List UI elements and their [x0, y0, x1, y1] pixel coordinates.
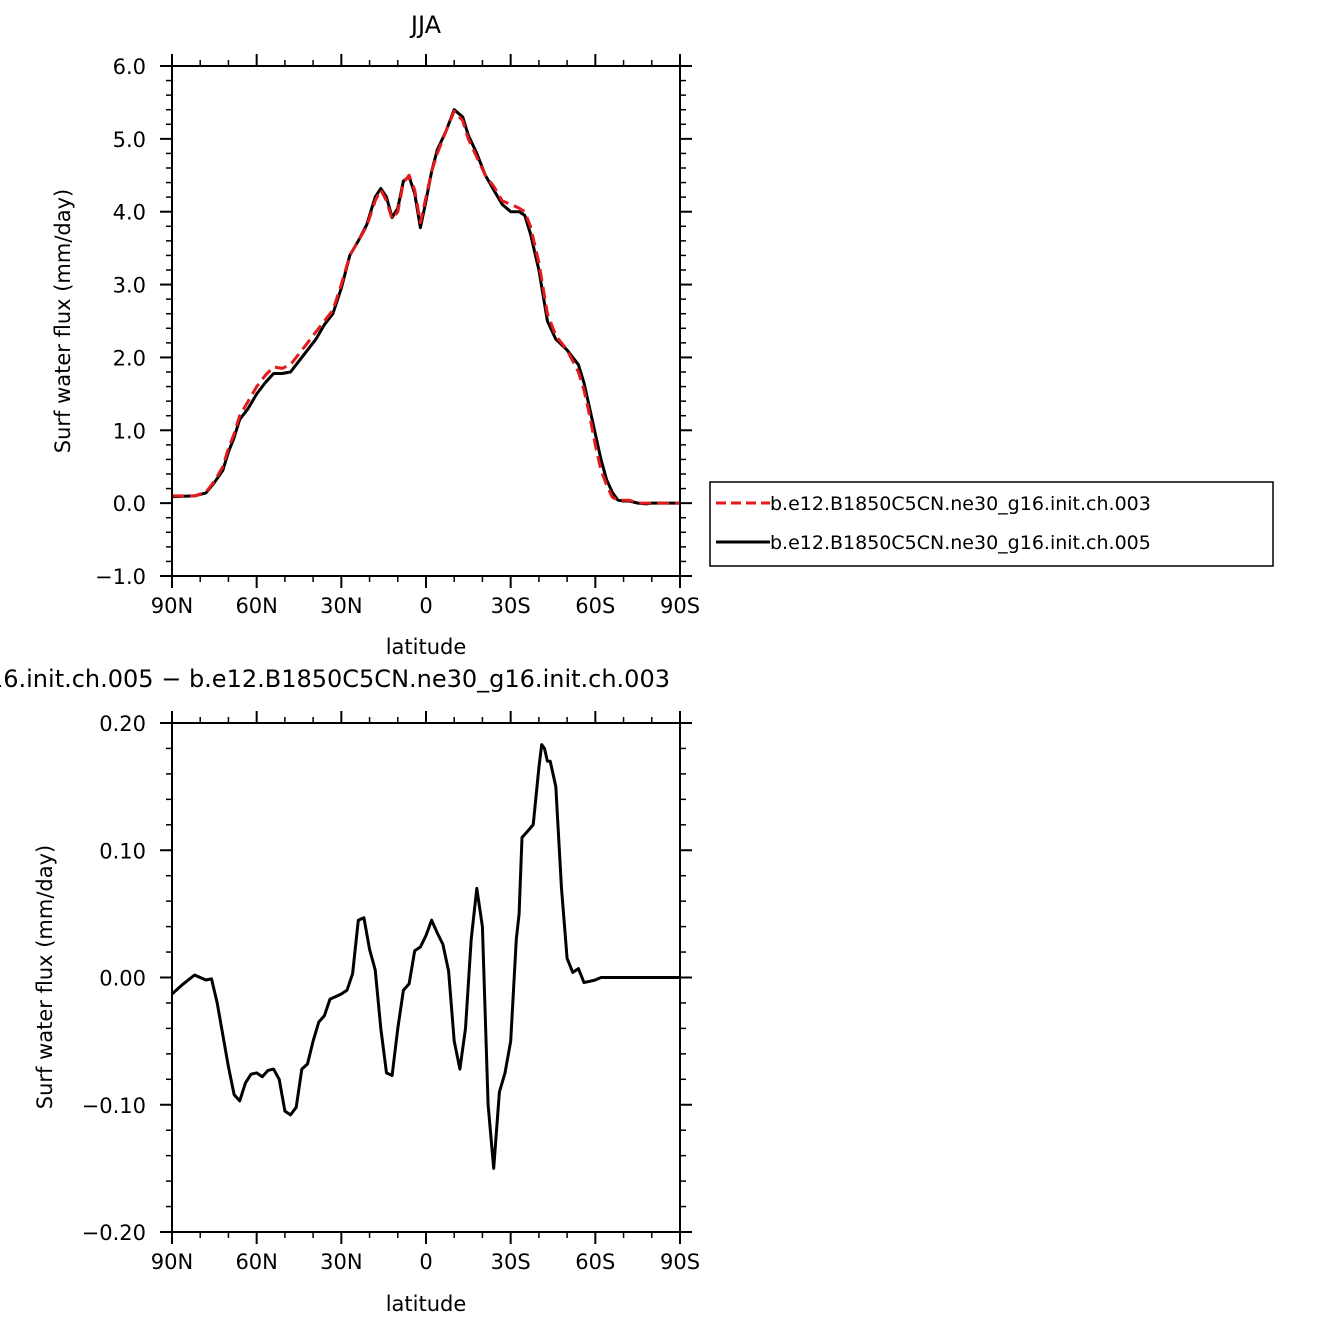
bottom-chart-x-axis-label: latitude	[386, 1292, 467, 1316]
bottom-chart-y-tick-label: 0.00	[99, 967, 146, 991]
bottom-panel: b.e12.B1850C5CN.ne30_g16.init.ch.005 − b…	[0, 665, 700, 1316]
legend-label-005: b.e12.B1850C5CN.ne30_g16.init.ch.005	[770, 532, 1151, 554]
bottom-chart-x-tick-label: 30N	[320, 1250, 362, 1274]
top-chart-y-tick-label: 2.0	[113, 346, 146, 370]
bottom-chart-x-tick-label: 0	[419, 1250, 432, 1274]
top-chart-y-tick-label: 0.0	[113, 492, 146, 516]
bottom-chart-y-tick-label: 0.10	[99, 839, 146, 863]
top-chart-series-line-0	[172, 108, 680, 506]
bottom-chart-frame	[171, 722, 681, 1233]
top-chart-y-tick-label: 1.0	[113, 419, 146, 443]
top-panel: JJA Surf water flux (mm/day) latitude 90…	[51, 11, 700, 659]
bottom-chart-x-tick-label: 60N	[235, 1250, 277, 1274]
legend-label-003: b.e12.B1850C5CN.ne30_g16.init.ch.003	[770, 493, 1151, 515]
bottom-chart-x-tick-label: 30S	[491, 1250, 531, 1274]
bottom-chart-ticks: 90N 60N 30N 0 30S 60S 90S −0.20 −0.10 0.00 0.10 0.2…	[82, 711, 700, 1274]
top-chart-y-tick-label: 3.0	[113, 274, 146, 298]
bottom-chart-series	[172, 743, 680, 1170]
top-chart-x-tick-label: 60S	[575, 594, 615, 618]
bottom-chart-y-axis-label: Surf water flux (mm/day)	[33, 845, 57, 1110]
top-chart-x-tick-label: 30N	[320, 594, 362, 618]
top-chart-series	[172, 108, 680, 506]
top-chart-y-axis-label: Surf water flux (mm/day)	[51, 189, 75, 454]
top-chart-x-tick-label: 60N	[235, 594, 277, 618]
top-chart-x-tick-label: 90N	[151, 594, 193, 618]
top-chart-ticks: 90N 60N 30N 0 30S 60S 90S −1.0 0.0 1.0 2.0 3.0 4.0 5.…	[95, 54, 700, 618]
top-chart-series-line-1	[172, 109, 680, 505]
legend: b.e12.B1850C5CN.ne30_g16.init.ch.003 b.e…	[709, 481, 1274, 567]
bottom-chart-y-tick-label: 0.20	[99, 712, 146, 736]
bottom-chart-y-tick-label: −0.10	[82, 1094, 146, 1118]
top-chart-x-tick-label: 0	[419, 594, 432, 618]
top-chart-title: JJA	[409, 11, 442, 39]
top-chart-x-tick-label: 90S	[660, 594, 700, 618]
bottom-chart-x-tick-label: 60S	[575, 1250, 615, 1274]
top-chart-y-tick-label: −1.0	[95, 565, 146, 589]
top-chart-frame	[171, 65, 681, 577]
top-chart-y-tick-label: 5.0	[113, 128, 146, 152]
legend-box	[709, 481, 1274, 567]
bottom-chart-x-tick-label: 90S	[660, 1250, 700, 1274]
bottom-chart-x-tick-label: 90N	[151, 1250, 193, 1274]
bottom-chart-series-line-0	[172, 743, 680, 1170]
top-chart-y-tick-label: 6.0	[113, 55, 146, 79]
top-chart-x-axis-label: latitude	[386, 635, 467, 659]
bottom-chart-y-tick-label: −0.20	[82, 1221, 146, 1245]
bottom-chart-title: b.e12.B1850C5CN.ne30_g16.init.ch.005 − b…	[0, 665, 670, 693]
top-chart-y-tick-label: 4.0	[113, 201, 146, 225]
top-chart-x-tick-label: 30S	[491, 594, 531, 618]
